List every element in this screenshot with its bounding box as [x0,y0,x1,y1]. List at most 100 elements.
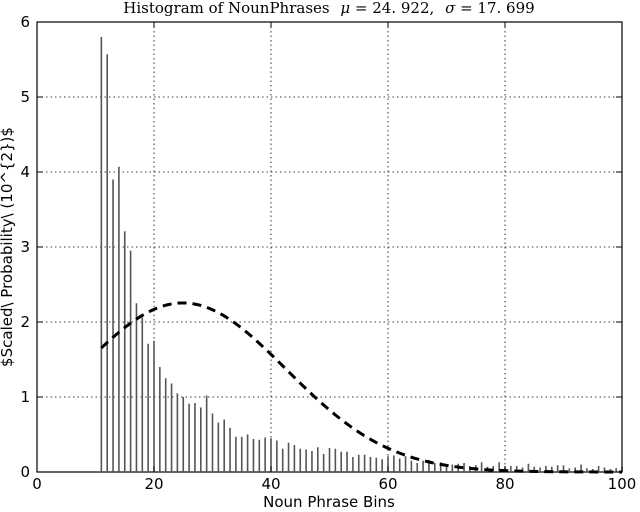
histogram-bar [574,467,576,472]
histogram-bar [428,460,430,472]
histogram-bar [527,463,530,472]
normal-fit-curve [100,301,622,474]
histogram-bar [176,393,179,472]
histogram-bar [141,317,144,472]
histogram-bar [615,468,617,472]
histogram-bar [293,445,296,472]
histogram-bar [422,460,424,472]
histogram-bar [363,454,366,472]
histogram-bar [182,397,185,472]
histogram-bars [100,37,623,472]
histogram-bar [147,343,149,472]
histogram-bar [346,451,348,472]
grid-lines [37,22,622,472]
x-tick-label: 20 [144,475,163,493]
y-tick-label: 6 [20,13,30,31]
y-tick-label: 1 [20,388,30,406]
histogram-bar [340,451,342,472]
histogram-bar [129,250,132,472]
histogram-bar [580,464,582,472]
histogram-bar [240,436,243,472]
histogram-bar [311,451,313,472]
histogram-bar [556,465,559,472]
histogram-bar [205,395,208,472]
y-tick-label: 0 [20,463,30,481]
histogram-bar [352,457,354,472]
histogram-bar [246,434,249,472]
histogram-bar [123,231,126,472]
y-tick-label: 2 [20,313,30,331]
histogram-bar [229,427,231,472]
histogram-bar [439,462,442,472]
histogram-bar [276,440,278,472]
histogram-bar [551,466,553,472]
histogram-bar [100,37,103,472]
normal-curve [100,301,622,474]
histogram-bar [515,466,518,472]
histogram-bar [510,466,512,472]
histogram-bar [235,436,237,472]
histogram-bar [153,340,155,472]
title-main: Histogram of NounPhrases [123,0,329,17]
histogram-bar [258,439,261,472]
histogram-bar [252,439,255,472]
histogram-bar [200,407,202,472]
histogram-bar [597,466,600,472]
histogram-bar [357,454,360,472]
histogram-bar [112,179,114,472]
histogram-bar [539,467,541,472]
histogram-bar [545,466,547,472]
x-axis-label: Noun Phrase Bins [263,493,395,511]
x-tick-label: 60 [378,475,397,493]
histogram-bar [404,456,407,472]
histogram-bar [369,457,372,472]
histogram-bar [217,422,220,472]
x-tick-label: 40 [261,475,280,493]
chart-title: Histogram of NounPhrases μ = 24. 922, σ … [123,0,534,17]
histogram-bar [434,463,436,472]
histogram-bar [159,367,161,472]
x-tick-label: 80 [495,475,514,493]
axis-ticks: 0 20 40 60 80 100 0 1 2 3 4 5 6 [20,13,636,493]
histogram-bar [170,383,173,472]
y-tick-label: 3 [20,238,30,256]
histogram-bar [287,442,290,472]
histogram-bar [211,413,214,472]
y-tick-label: 5 [20,88,30,106]
histogram-bar [118,166,120,472]
histogram-bar [410,460,413,472]
histogram-bar [398,458,401,472]
title-sigma-symbol: σ [445,0,456,17]
histogram-bar [322,454,325,472]
histogram-bar [603,467,606,472]
title-sigma-value: = 17. 699 [460,0,535,17]
histogram-bar [375,457,378,472]
histogram-bar [164,378,167,472]
histogram-bar [334,448,337,472]
histogram-bar [562,465,565,472]
histogram-bar [533,466,536,472]
x-tick-label: 0 [32,475,42,493]
y-tick-label: 4 [20,163,30,181]
histogram-bar [381,459,383,472]
histogram-bar [106,54,108,472]
histogram-bar [586,468,588,472]
histogram-bar [299,448,302,472]
title-mu-value: = 24. 922, [355,0,434,17]
title-mu-symbol: μ [340,0,350,17]
histogram-bar [223,419,225,472]
histogram-bar [194,403,196,472]
histogram-bar [305,449,307,472]
histogram-bar [270,438,272,472]
histogram-bar [264,437,266,472]
histogram-bar [416,463,419,472]
histogram-bar [393,455,395,472]
histogram-bar [451,464,454,472]
histogram-bar [281,448,284,472]
histogram-bar [328,448,331,472]
histogram-bar [445,464,448,472]
histogram-bar [135,303,138,472]
histogram-bar [387,456,389,472]
